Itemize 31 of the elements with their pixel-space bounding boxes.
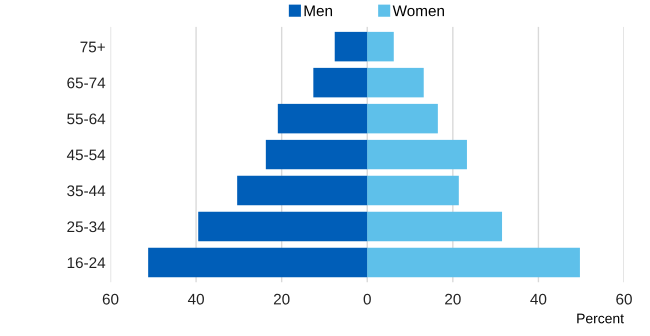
bar [367,176,459,206]
x-tick-label: 40 [530,294,546,305]
bar [367,68,424,98]
x-tick-label: 20 [274,294,290,305]
legend-label: Men [304,6,332,16]
y-tick-label: 55-64 [67,113,106,124]
y-tick-label: 35-44 [67,185,106,196]
bar [367,212,502,242]
bar [237,176,368,206]
x-axis-title: Percent [577,314,624,324]
bar [278,104,368,134]
y-tick-label: 65-74 [67,77,106,88]
y-tick-label: 75+ [80,42,105,52]
legend-label: Women [392,6,444,16]
bar [367,248,580,278]
y-tick-label: 25-34 [67,221,106,232]
bar [367,140,467,170]
bar [367,104,438,134]
bar [367,32,394,62]
x-tick-label: 0 [364,294,371,305]
x-tick-label: 60 [102,294,118,305]
bar [148,248,368,278]
bar [313,68,368,98]
x-tick-label: 40 [188,294,204,305]
y-tick-label: 16-24 [68,257,106,268]
y-tick-label: 45-54 [66,150,106,160]
x-tick-label: 60 [616,294,632,305]
bar [334,32,368,62]
bar [198,212,368,242]
x-tick-label: 20 [445,294,461,305]
bar [266,140,368,170]
